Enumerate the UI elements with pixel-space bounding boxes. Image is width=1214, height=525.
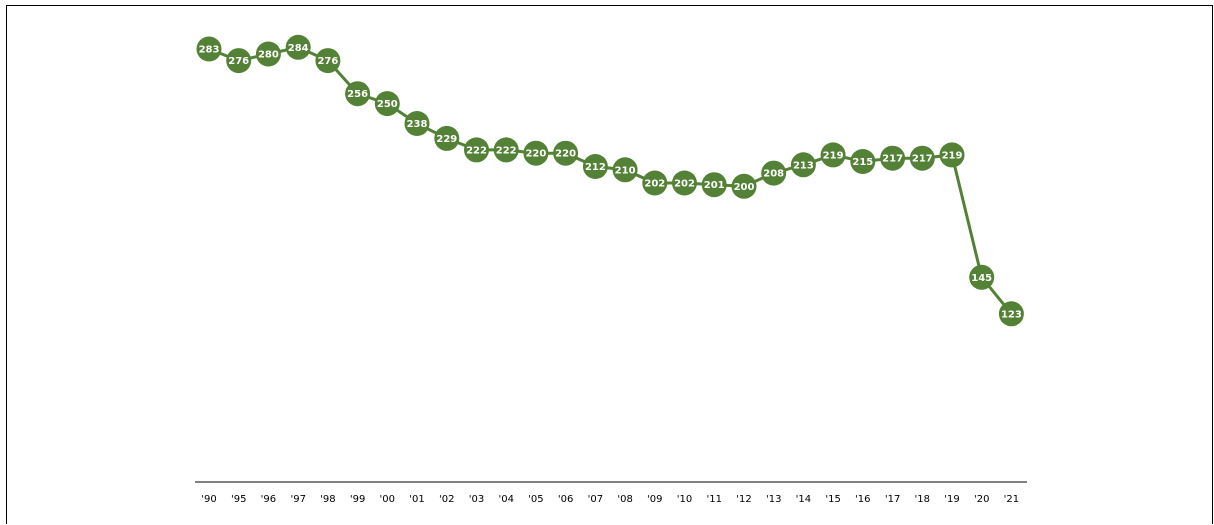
data-point-marker	[820, 142, 846, 168]
x-tick-label: '98	[320, 494, 335, 505]
data-label: 212	[585, 162, 606, 173]
x-tick-label: '04	[498, 494, 513, 505]
x-tick-label: '16	[855, 494, 870, 505]
data-point-marker	[493, 137, 519, 163]
x-tick-label: '02	[439, 494, 454, 505]
data-label: 215	[852, 157, 873, 168]
data-label: 256	[347, 89, 368, 100]
data-label: 202	[674, 179, 695, 190]
data-point-marker	[790, 152, 816, 178]
data-point-marker	[196, 36, 222, 62]
x-tick-label: '21	[1004, 494, 1019, 505]
series-line	[208, 45, 1013, 315]
data-label: 200	[734, 182, 755, 193]
data-point-marker	[374, 91, 400, 117]
x-tick-label: '20	[974, 494, 989, 505]
data-label: 202	[644, 179, 665, 190]
data-label: 280	[258, 50, 279, 61]
data-point-marker	[434, 125, 460, 151]
data-point-marker	[255, 41, 281, 67]
x-tick-label: '95	[231, 494, 246, 505]
data-label: 276	[317, 56, 338, 67]
data-point-marker	[553, 140, 579, 166]
data-label: 201	[704, 180, 725, 191]
x-tick-label: '03	[469, 494, 484, 505]
data-point-marker	[404, 111, 430, 136]
data-label: 219	[942, 150, 963, 161]
data-point-marker	[909, 145, 935, 171]
x-tick-label: '15	[825, 494, 840, 505]
data-point-marker	[939, 142, 965, 168]
data-label: 222	[466, 145, 487, 156]
x-tick-label: '17	[885, 494, 900, 505]
data-label: 208	[763, 169, 784, 180]
data-point-marker	[285, 34, 311, 60]
data-label: 220	[525, 149, 546, 160]
data-point-marker	[642, 170, 668, 196]
x-tick-label: '96	[261, 494, 276, 505]
data-point-marker	[731, 173, 757, 199]
data-label: 123	[1001, 309, 1022, 320]
data-point-marker	[850, 149, 876, 174]
data-label: 213	[793, 160, 814, 171]
data-label: 284	[288, 43, 309, 54]
data-point-marker	[761, 160, 787, 186]
x-tick-label: '07	[588, 494, 603, 505]
data-label: 220	[555, 149, 576, 160]
data-label: 283	[199, 45, 220, 56]
x-tick-label: '14	[796, 494, 811, 505]
data-label: 238	[407, 119, 428, 130]
x-tick-labels-group: '90 '95 '96 '97 '98 '99 '00 '01 '02 '03 '04 '05 '06 '…	[201, 494, 1019, 505]
data-label: 250	[377, 99, 398, 110]
data-label: 229	[436, 134, 457, 145]
data-point-marker	[612, 157, 638, 183]
data-point-marker	[880, 145, 906, 171]
x-tick-label: '00	[380, 494, 395, 505]
x-tick-label: '06	[558, 494, 573, 505]
data-label: 276	[228, 56, 249, 67]
data-point-marker	[582, 154, 608, 179]
x-tick-label: '08	[617, 494, 632, 505]
data-label: 219	[823, 150, 844, 161]
data-point-marker	[464, 137, 489, 163]
x-tick-label: '01	[409, 494, 424, 505]
data-point-marker	[226, 48, 252, 74]
data-point-marker	[701, 172, 727, 198]
series-line-group	[208, 45, 1013, 315]
x-tick-label: '13	[766, 494, 781, 505]
x-tick-label: '05	[528, 494, 543, 505]
data-label: 217	[882, 154, 903, 165]
data-point-marker	[998, 301, 1024, 327]
data-point-marker	[345, 81, 371, 107]
x-tick-label: '90	[201, 494, 216, 505]
data-point-marker	[523, 140, 549, 166]
data-point-marker	[672, 170, 697, 196]
x-tick-label: '10	[677, 494, 692, 505]
data-label: 145	[971, 273, 992, 284]
data-label: 210	[615, 165, 636, 176]
data-points-group: 283 276 280 284 276 256 250 238 229 222 222 220 220 2…	[196, 34, 1024, 327]
data-point-marker	[315, 48, 341, 74]
x-tick-label: '19	[944, 494, 959, 505]
x-tick-label: '18	[915, 494, 930, 505]
data-label: 222	[496, 145, 517, 156]
chart-frame	[6, 5, 1213, 524]
x-tick-label: '99	[350, 494, 365, 505]
x-tick-label: '97	[290, 494, 305, 505]
data-label: 217	[912, 154, 933, 165]
data-point-marker	[969, 264, 995, 290]
x-tick-label: '09	[647, 494, 662, 505]
x-tick-label: '11	[706, 494, 721, 505]
x-tick-label: '12	[736, 494, 751, 505]
